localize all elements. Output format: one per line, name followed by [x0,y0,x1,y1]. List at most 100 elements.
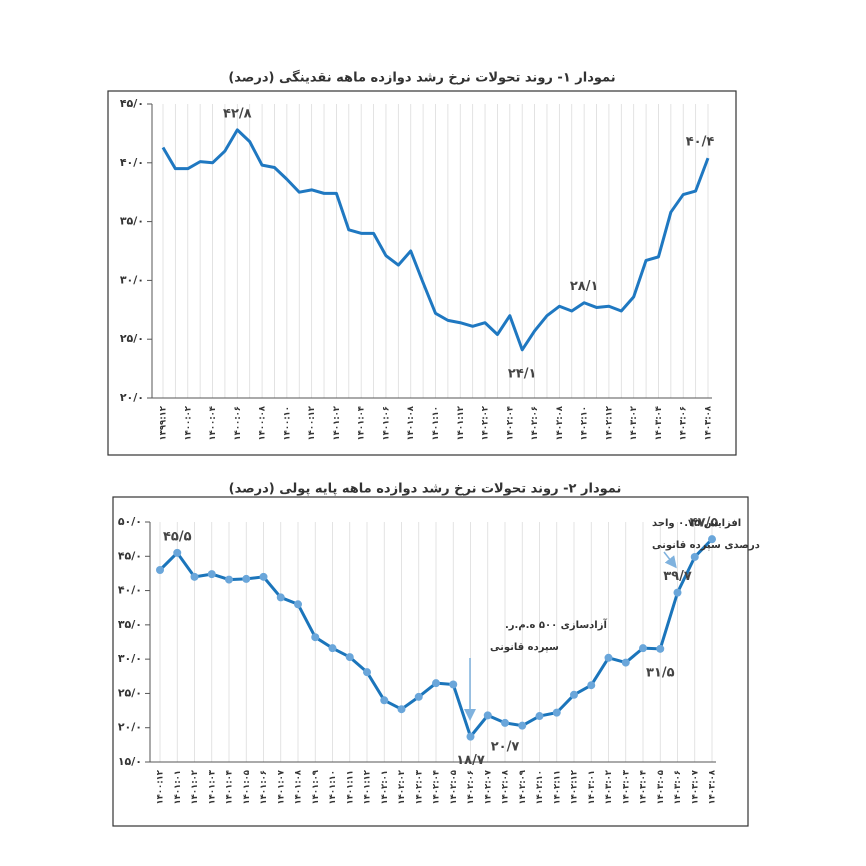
x-tick-label: ۱۴۰۱:۰۴ [225,770,235,805]
data-point [466,732,475,741]
x-tick-label: ۱۴۰۲:۰۶ [530,406,540,441]
data-label: ۲۴/۱ [508,366,537,381]
x-tick-label: ۱۴۰۱:۰۸ [294,769,304,804]
x-tick-label: ۱۴۰۲:۱۰ [580,406,590,441]
x-tick-label: ۱۴۰۳:۰۴ [654,406,664,441]
chart-title: نمودار ۲- روند تحولات نرخ رشد دوازده ماه… [229,482,622,497]
x-tick-label: ۱۴۰۳:۰۴ [639,770,649,805]
x-tick-label: ۱۴۰۳:۰۸ [704,405,714,440]
data-point [242,574,251,583]
x-tick-label: ۱۴۰۰:۰۸ [258,405,268,440]
x-tick-label: ۱۴۰۱:۰۲ [332,405,342,440]
x-tick-label: ۱۴۰۱:۱۲ [363,769,373,804]
data-point [501,718,509,727]
y-tick-label: ۳۵/۰ [118,618,142,631]
y-tick-label: ۳۰/۰ [120,273,144,286]
data-label: ۴۷/۵ [690,516,719,531]
x-tick-label: ۱۴۰۳:۰۵ [656,770,666,805]
x-tick-label: ۱۴۰۲:۰۸ [555,405,565,440]
x-tick-label: ۱۴۰۲:۰۸ [501,769,511,804]
data-label: ۳۱/۵ [646,665,675,680]
annotation-arrow [663,551,677,569]
x-tick-label: ۱۴۰۲:۰۲ [481,405,491,440]
y-tick-label: ۴۰/۰ [120,156,144,169]
x-tick-label: ۱۴۰۱:۰۶ [381,406,391,441]
annotations: آزادسازی ۵۰۰ ه.م.ر. سپرده قانونی افزایش … [464,518,760,721]
annotation: آزادسازی ۵۰۰ ه.م.ر. [505,618,607,631]
y-tick-label: ۴۰/۰ [118,584,142,597]
x-tick-label: ۱۴۰۲:۱۱ [552,770,562,805]
y-tick-label: ۱۵/۰ [118,755,142,768]
chart-frame [107,90,737,456]
data-point [311,633,320,642]
data-label: ۲۰/۷ [491,739,520,754]
data-point [483,711,492,720]
y-tick-label: ۲۵/۰ [118,686,142,699]
data-point [673,588,682,597]
data-point [397,705,406,714]
data-point [345,653,354,662]
x-tick-label: ۱۴۰۳:۰۷ [690,769,700,804]
x-tick-label: ۱۴۰۲:۰۹ [518,769,528,804]
x-tick-label: ۱۴۰۲:۰۴ [432,770,442,805]
x-tick-label: ۱۴۰۱:۰۸ [406,405,416,440]
x-tick-label: ۱۴۰۰:۰۲ [183,405,193,440]
x-tick-label: ۱۴۰۲:۰۵ [449,770,459,805]
x-tick-label: ۱۴۰۲:۰۶ [466,770,476,805]
x-tick-label: ۱۴۰۱:۰۱ [173,770,183,805]
x-tick-label: ۱۴۰۲:۰۷ [483,769,493,804]
x-tick-label: ۱۴۰۱:۰۶ [259,770,269,805]
data-point [276,593,285,602]
x-tick-label: ۱۴۰۰:۰۶ [233,406,243,441]
data-point [570,690,578,699]
x-tick-label: ۱۴۰۰:۱۰ [282,406,292,441]
x-tick-label: ۱۴۰۰:۱۲ [307,405,317,440]
y-tick-label: ۲۵/۰ [120,332,144,345]
annotation: سپرده قانونی [490,642,559,653]
data-point [328,644,337,653]
x-tick-label: ۱۴۰۱:۰۴ [357,406,367,441]
data-point [156,566,164,574]
x-tick-label: ۱۴۰۳:۰۱ [587,770,597,805]
x-tick-label: ۱۴۰۱:۱۰ [328,770,338,805]
data-point [621,658,630,667]
data-point [604,653,613,662]
x-tick-label: ۱۴۰۱:۰۷ [276,769,286,804]
y-tick-label: ۳۵/۰ [120,215,144,228]
x-tick-label: ۱۴۰۲:۱۲ [604,405,614,440]
data-point [225,575,233,584]
x-tick-label: ۱۴۰۲:۱۰ [535,770,545,805]
data-point [656,644,665,653]
x-tick-label: ۱۴۰۲:۰۴ [505,406,515,441]
data-point [173,548,182,557]
data-point [380,696,389,705]
x-tick-label: ۱۴۰۳:۰۶ [673,770,683,805]
annotation: درصدی سپرده قانونی [652,540,760,551]
x-tick-label: ۱۴۰۱:۰۳ [207,769,217,804]
y-tick-label: ۵۰/۰ [118,515,142,528]
x-tick-label: ۱۴۰۱:۱۰ [431,406,441,441]
data-point [363,668,371,677]
data-label: ۴۲/۸ [223,106,252,121]
data-point [432,679,440,688]
data-label: ۴۰/۴ [686,135,715,150]
data-point [587,681,596,690]
x-tick-label: ۱۴۰۱:۰۲ [190,769,200,804]
x-tick-label: ۱۴۰۲:۰۳ [414,769,424,804]
data-point [535,712,544,721]
x-tick-label: ۱۴۰۰:۱۲ [156,769,166,804]
x-tick-label: ۱۴۰۳:۰۲ [604,769,614,804]
data-point [294,600,302,609]
x-tick-label: ۱۴۰۱:۱۲ [456,405,466,440]
chart-frame [112,496,749,827]
x-tick-label: ۱۴۰۲:۰۱ [380,770,390,805]
data-point [518,721,527,730]
x-tick-label: ۱۴۰۳:۰۸ [708,769,718,804]
x-tick-label: ۱۴۰۰:۰۴ [208,406,218,441]
x-tick-label: ۱۴۰۲:۰۲ [397,769,407,804]
x-tick-label: ۱۴۰۱:۰۹ [311,769,321,804]
data-point [690,552,699,561]
data-label: ۳۹/۷ [663,569,692,584]
x-tick-label: ۱۴۰۳:۰۶ [679,406,689,441]
data-point [414,692,423,701]
